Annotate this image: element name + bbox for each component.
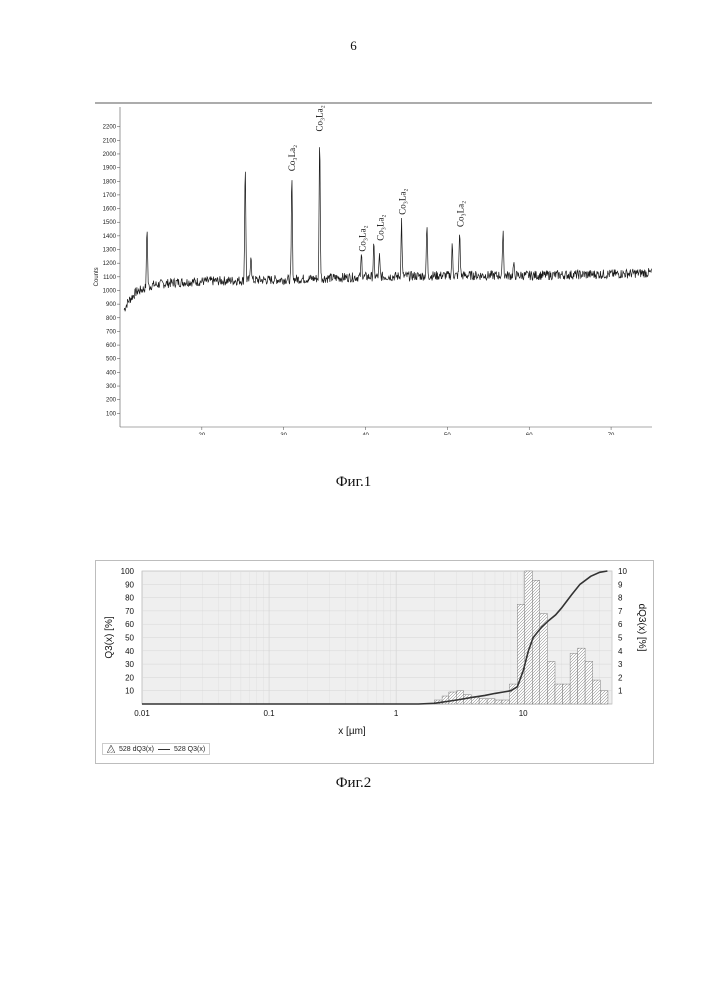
psd-x-tick-label: 0.1	[263, 709, 275, 718]
psd-histogram-bar	[547, 661, 555, 704]
xrd-axes	[95, 103, 652, 430]
psd-y2-tick-label: 9	[618, 580, 623, 589]
xrd-y-tick-label: 200	[106, 398, 117, 404]
xrd-x-tick-label: 70	[608, 433, 615, 435]
xrd-y-tick-label: 300	[106, 384, 117, 390]
xrd-y-tick-label: 2100	[103, 138, 117, 144]
hatched-triangle-icon	[107, 745, 115, 753]
psd-y2-tick-label: 5	[618, 634, 623, 643]
xrd-y-tick-label: 1700	[103, 193, 117, 199]
psd-y-tick-label: 20	[125, 673, 134, 682]
psd-histogram-bar	[563, 684, 571, 704]
psd-chart-frame: 10 20 30 40 50 60 70 80 90 100 1 2 3 4 5 6 7 8 9 10 0.01 0.1 1…	[95, 560, 654, 764]
xrd-intensity-line	[124, 147, 651, 311]
xrd-y-axis-label: Counts	[94, 267, 100, 286]
xrd-y-tick-label: 700	[106, 329, 117, 335]
psd-histogram-bar	[457, 691, 464, 704]
psd-y2-tick-label: 7	[618, 607, 623, 616]
xrd-x-tick-label: 40	[362, 433, 369, 435]
psd-histogram-bar	[555, 684, 563, 704]
xrd-pattern-chart: 100 200 300 400 500 600 700 800 900 1000 1100 1200 1…	[90, 95, 660, 435]
psd-y-tick-label: 70	[125, 607, 134, 616]
xrd-peak-label: Co₃La₂	[397, 188, 407, 214]
legend-histogram: 528 dQ3(x)	[119, 746, 154, 753]
psd-y2-tick-label: 8	[618, 594, 623, 603]
psd-y-tick-label: 80	[125, 594, 134, 603]
page-number: 6	[0, 38, 707, 54]
legend-cumulative: 528 Q3(x)	[174, 746, 205, 753]
psd-chart: 10 20 30 40 50 60 70 80 90 100 1 2 3 4 5 6 7 8 9 10 0.01 0.1 1…	[96, 561, 653, 763]
xrd-y-tick-label: 1400	[103, 234, 117, 240]
xrd-y-tick-label: 2200	[103, 125, 117, 131]
psd-histogram-bar	[593, 680, 601, 704]
psd-histogram-bar	[487, 699, 495, 704]
psd-histogram-bar	[600, 691, 608, 704]
xrd-x-tick-label: 50	[444, 433, 451, 435]
xrd-y-tick-label: 1500	[103, 220, 117, 226]
xrd-peak-label: Co₃La₂	[357, 225, 367, 251]
psd-histogram-bar	[449, 692, 457, 704]
psd-y2-tick-label: 3	[618, 660, 623, 669]
psd-y2-tick-label: 10	[618, 567, 627, 576]
psd-y-tick-label: 10	[125, 687, 134, 696]
psd-histogram-bar	[479, 699, 487, 704]
psd-histogram-bar	[471, 697, 479, 704]
xrd-y-tick-label: 900	[106, 302, 117, 308]
psd-legend: 528 dQ3(x) 528 Q3(x)	[102, 743, 210, 755]
xrd-x-tick-label: 30	[280, 433, 287, 435]
psd-y-axis-label: Q3(x) [%]	[104, 616, 115, 658]
psd-y2-axis-label: dQ3(x) [%]	[636, 604, 647, 652]
xrd-x-tick-label: 20	[199, 433, 206, 435]
xrd-y-tick-label: 600	[106, 343, 117, 349]
psd-histogram-bar	[502, 700, 510, 704]
xrd-y-tick-label: 500	[106, 357, 117, 363]
psd-y-tick-label: 40	[125, 647, 134, 656]
xrd-annotations: Co₃La₂ Co₃La₂ Co₃La₂ Co₃La₂ Co₃La₂ Co₃La₂	[287, 105, 466, 251]
psd-histogram-bar	[517, 604, 524, 704]
xrd-series	[124, 138, 651, 312]
xrd-y-tick-label: 100	[106, 411, 117, 417]
psd-x-tick-label: 1	[394, 709, 399, 718]
xrd-y-tick-label: 1900	[103, 166, 117, 172]
psd-histogram-bar	[578, 648, 585, 704]
psd-histogram-bar	[532, 580, 539, 704]
psd-x-tick-label: 0.01	[134, 709, 150, 718]
xrd-x-tick-label: 60	[526, 433, 533, 435]
xrd-y-tick-label: 2000	[103, 152, 117, 158]
psd-y-tick-label: 100	[121, 567, 135, 576]
xrd-peak-label: Co₃La₂	[375, 214, 385, 240]
psd-y2-tick-label: 4	[618, 647, 623, 656]
psd-y2-tick-label: 1	[618, 687, 623, 696]
xrd-peak-label: Co₃La₂	[287, 145, 297, 171]
psd-y-tick-label: 90	[125, 580, 134, 589]
psd-y2-tick-label: 2	[618, 673, 623, 682]
xrd-peak-label: Co₃La₂	[315, 105, 325, 131]
psd-y-tick-label: 50	[125, 634, 134, 643]
xrd-peak-label: Co₃La₂	[455, 201, 465, 227]
xrd-y-tick-label: 1100	[103, 275, 117, 281]
xrd-y-tick-label: 400	[106, 370, 117, 376]
xrd-y-tick-label: 1300	[103, 248, 117, 254]
figure-2-caption: Фиг.2	[0, 775, 707, 792]
psd-y-tick-label: 30	[125, 660, 134, 669]
legend-line-swatch	[158, 749, 170, 750]
xrd-y-tick-label: 1200	[103, 261, 117, 267]
psd-y-tick-label: 60	[125, 620, 134, 629]
xrd-y-tick-label: 1000	[103, 288, 117, 294]
psd-histogram-bar	[495, 700, 502, 704]
psd-x-axis-label: x [µm]	[338, 726, 366, 737]
psd-x-tick-label: 10	[519, 709, 528, 718]
psd-y2-tick-label: 6	[618, 620, 623, 629]
xrd-y-tick-label: 1600	[103, 207, 117, 213]
xrd-tick-labels: 100 200 300 400 500 600 700 800 900 1000 1100 1200 1…	[94, 125, 615, 435]
psd-histogram-bar	[525, 571, 533, 704]
figure-1-caption: Фиг.1	[0, 474, 707, 491]
xrd-y-tick-label: 1800	[103, 179, 117, 185]
psd-histogram-bar	[585, 661, 593, 704]
xrd-y-tick-label: 800	[106, 316, 117, 322]
psd-histogram-bar	[570, 653, 577, 704]
